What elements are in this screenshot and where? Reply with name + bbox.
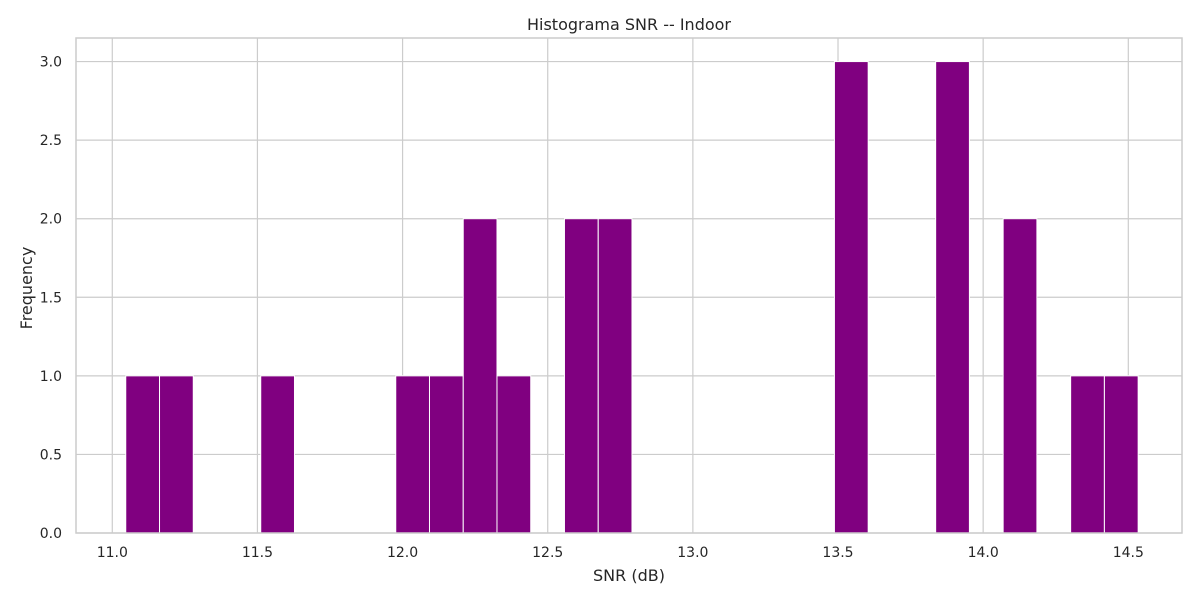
plot-frame: [75, 37, 1183, 534]
x-axis-title: SNR (dB): [593, 566, 665, 585]
histogram-bar-11: [1002, 218, 1038, 534]
y-tick-label-6: 3.0: [40, 55, 62, 71]
y-tick-label-0: 0.0: [40, 526, 62, 542]
histogram-bar-2: [260, 375, 295, 534]
x-tick-label-0: 11.0: [97, 545, 128, 561]
x-tick-label-5: 13.5: [822, 545, 853, 561]
histogram-bar-10: [935, 61, 970, 534]
y-tick-label-1: 0.5: [40, 447, 62, 463]
x-tick-label-4: 13.0: [677, 545, 708, 561]
histogram-bar-7: [563, 218, 599, 534]
histogram-bar-13: [1103, 375, 1139, 534]
histogram-bar-12: [1070, 375, 1105, 534]
x-tick-label-7: 14.5: [1113, 545, 1144, 561]
histogram-bar-3: [395, 375, 430, 534]
histogram-bar-8: [597, 218, 633, 534]
histogram-bar-0: [125, 375, 161, 534]
histogram-bar-6: [496, 375, 532, 534]
histogram-bars: [125, 61, 1139, 534]
histogram-bar-4: [428, 375, 464, 534]
histogram-bar-9: [833, 61, 869, 534]
x-axis-ticks: 11.0 11.5 12.0 12.5 13.0 13.5 14.0 14.5: [97, 545, 1144, 561]
y-axis-ticks: 0.0 0.5 1.0 1.5 2.0 2.5 3.0: [40, 55, 62, 542]
x-tick-label-3: 12.5: [532, 545, 563, 561]
y-tick-label-2: 1.0: [40, 369, 62, 385]
y-tick-label-4: 2.0: [40, 212, 62, 228]
x-tick-label-6: 14.0: [968, 545, 999, 561]
x-tick-label-2: 12.0: [387, 545, 418, 561]
y-tick-label-5: 2.5: [40, 133, 62, 149]
histogram-bar-5: [462, 218, 498, 534]
y-axis-title: Frequency: [17, 247, 36, 330]
y-tick-label-3: 1.5: [40, 290, 62, 306]
chart-title: Histograma SNR -- Indoor: [527, 15, 731, 34]
histogram-bar-1: [159, 375, 194, 534]
x-tick-label-1: 11.5: [242, 545, 273, 561]
